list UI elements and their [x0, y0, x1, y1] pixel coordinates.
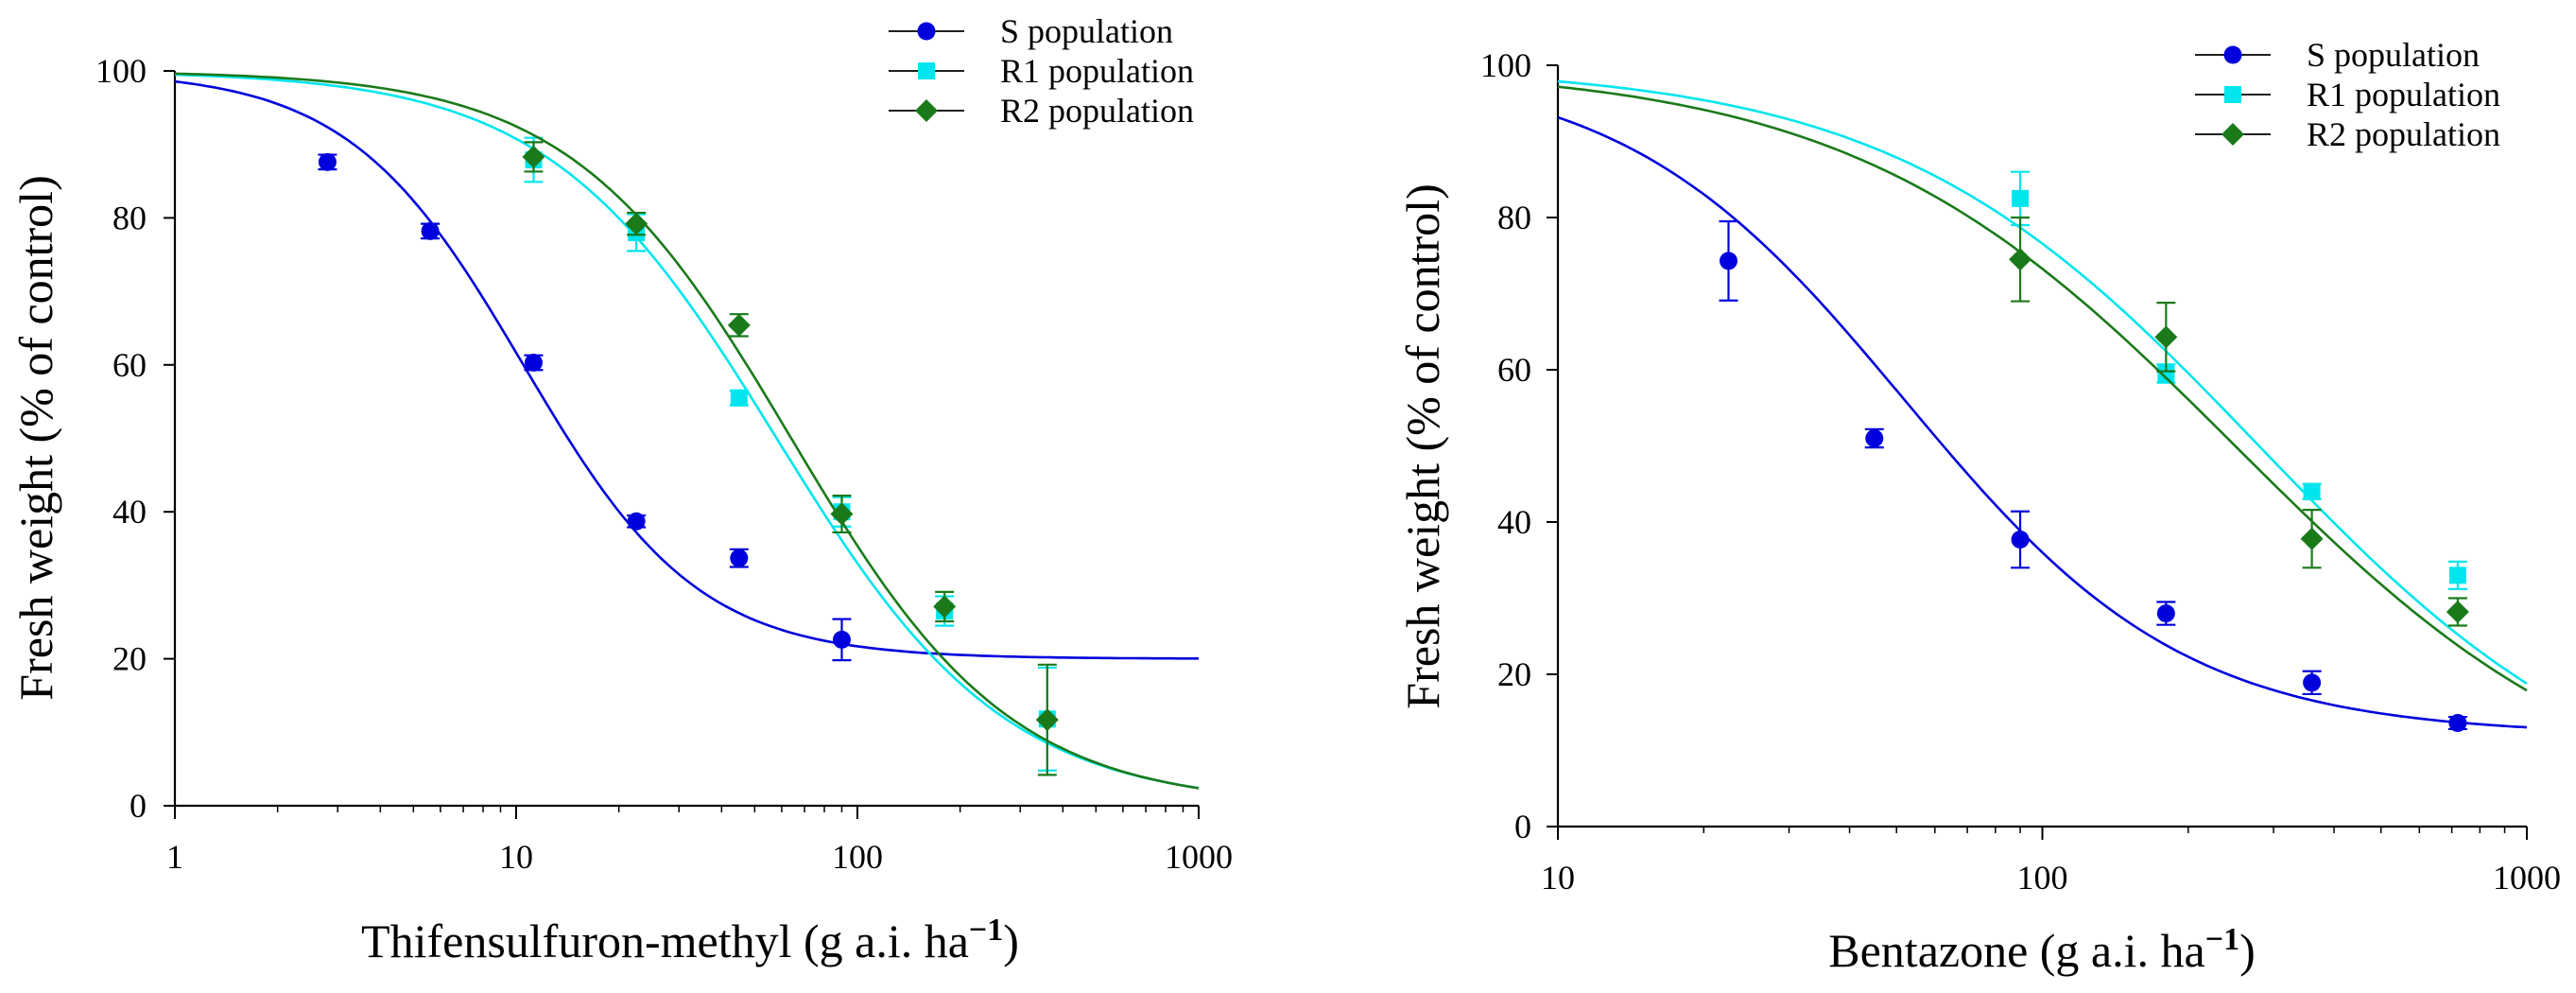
data-point: [625, 212, 648, 235]
series-circle: [1557, 115, 2528, 733]
y-tick-label: 20: [112, 640, 147, 678]
y-tick-label: 0: [130, 787, 147, 825]
data-point: [627, 512, 646, 531]
legend-marker: [2224, 86, 2241, 103]
data-point: [832, 630, 851, 649]
series-square: [174, 73, 1200, 790]
data-point: [2156, 604, 2175, 623]
data-point: [524, 353, 543, 372]
chart-2: 0 20 40 60 80 100 10 100 1000 Bentazone (g a.i. h…: [1396, 36, 2561, 977]
x-tick-label: 100: [832, 838, 883, 876]
legend-item: S population: [889, 12, 1173, 50]
y-tick-label: 20: [1497, 655, 1531, 693]
x-axis-label: Thifensulfuron-methyl (g a.i. ha−1): [361, 913, 1019, 967]
data-point: [830, 502, 854, 526]
legend-label: R2 population: [1000, 92, 1194, 130]
legend-label: R1 population: [2307, 76, 2500, 113]
y-tick-label: 80: [112, 199, 147, 236]
data-point: [2011, 531, 2030, 549]
series-diamond: [1557, 85, 2528, 692]
fit-curve: [1557, 115, 2528, 729]
legend-marker: [917, 22, 936, 41]
fit-curve: [1557, 79, 2528, 685]
legend-item: R2 population: [2195, 115, 2500, 153]
legend-marker: [2223, 45, 2242, 64]
legend-marker: [915, 99, 938, 122]
y-tick-label: 100: [1480, 46, 1531, 84]
data-point: [1865, 428, 1884, 447]
y-tick-label: 40: [1497, 503, 1531, 541]
data-point: [522, 145, 545, 168]
x-tick-label: 10: [499, 838, 533, 876]
legend-item: R2 population: [889, 92, 1194, 130]
data-point: [2448, 566, 2466, 584]
legend-label: R2 population: [2307, 115, 2500, 153]
series-circle: [174, 79, 1199, 662]
x-tick-label: 1000: [1165, 838, 1233, 876]
series-diamond: [174, 72, 1200, 790]
chart-1: 0 20 40 60 80 100 1 10 100 1000 Thifensulfuron-met…: [9, 12, 1233, 967]
x-tick-label: 1: [166, 838, 183, 876]
y-tick-label: 60: [112, 346, 147, 384]
data-point: [2300, 527, 2324, 550]
legend-item: R1 population: [2195, 76, 2500, 113]
series-square: [1557, 79, 2528, 685]
y-axis-label: Fresh weight (% of control): [9, 175, 62, 700]
data-point: [727, 313, 751, 337]
data-point: [730, 549, 749, 567]
legend-item: R1 population: [889, 52, 1194, 90]
x-tick-label: 100: [2017, 859, 2068, 897]
legend-item: S population: [2195, 36, 2480, 74]
legend-label: S population: [1000, 12, 1173, 50]
data-point: [2009, 248, 2032, 271]
data-point: [2446, 600, 2469, 623]
data-point: [933, 595, 957, 618]
data-point: [1035, 708, 1059, 732]
data-point: [2448, 714, 2467, 733]
y-tick-label: 40: [112, 493, 147, 531]
data-point: [2303, 673, 2322, 692]
legend-marker: [918, 62, 935, 79]
fit-curve: [174, 72, 1200, 790]
fit-curve: [174, 73, 1200, 790]
y-tick-label: 100: [95, 52, 147, 90]
data-point: [318, 152, 337, 171]
y-tick-label: 80: [1497, 199, 1531, 236]
data-point: [2154, 325, 2178, 349]
fit-curve: [1557, 85, 2528, 692]
data-point: [1719, 252, 1738, 270]
data-point: [730, 389, 748, 407]
legend-label: R1 population: [1000, 52, 1194, 90]
data-point: [421, 221, 440, 240]
x-tick-label: 1000: [2493, 859, 2561, 897]
fit-curve: [174, 79, 1199, 660]
y-tick-label: 0: [1514, 808, 1531, 845]
data-point: [2157, 365, 2175, 383]
legend-label: S population: [2307, 36, 2480, 74]
data-point: [2303, 482, 2321, 500]
x-tick-label: 10: [1541, 859, 1575, 897]
data-point: [2012, 189, 2030, 207]
x-axis-label: Bentazone (g a.i. ha−1): [1828, 922, 2255, 977]
legend-marker: [2222, 123, 2244, 146]
y-tick-label: 60: [1497, 351, 1531, 389]
y-axis-label: Fresh weight (% of control): [1396, 183, 1449, 708]
